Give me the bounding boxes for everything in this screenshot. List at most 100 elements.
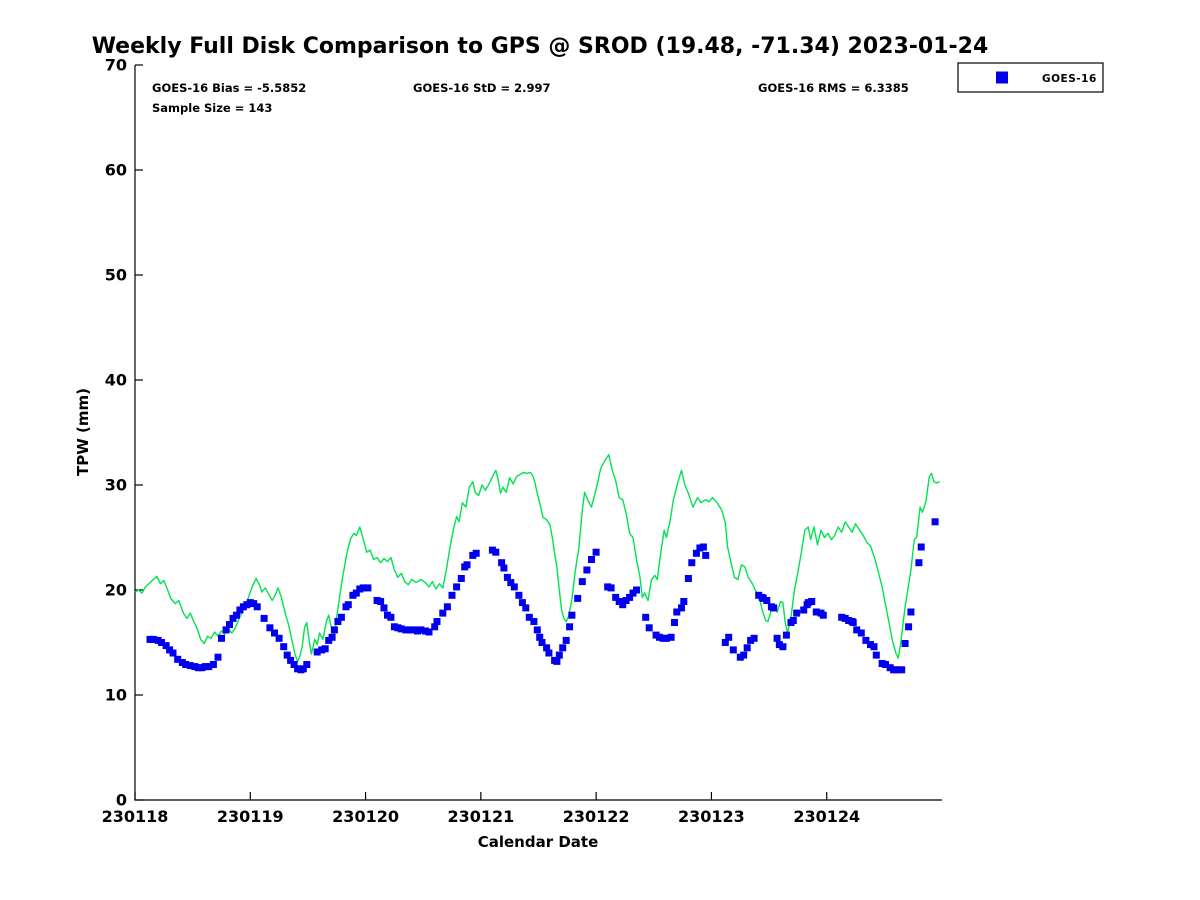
goes16-point xyxy=(882,661,889,668)
goes16-point xyxy=(721,639,729,646)
y-tick-label: 50 xyxy=(105,266,127,285)
goes16-point xyxy=(612,593,620,601)
goes16-point xyxy=(917,543,925,551)
y-axis-label: TPW (mm) xyxy=(74,388,92,476)
goes16-point xyxy=(518,599,526,607)
goes16-point xyxy=(380,604,388,612)
x-tick-label: 230121 xyxy=(447,807,514,826)
goes16-point xyxy=(186,662,194,670)
stat-rms: GOES-16 RMS = 6.3385 xyxy=(758,81,909,95)
x-tick-label: 230118 xyxy=(102,807,169,826)
goes16-point xyxy=(266,624,274,632)
goes16-point xyxy=(553,657,561,665)
goes16-point xyxy=(498,559,506,567)
goes16-point xyxy=(893,666,901,674)
goes16-point xyxy=(280,643,288,651)
goes16-point xyxy=(740,651,748,659)
x-axis-ticks: 230118 230119 230120 230121 230122 230123 2301… xyxy=(102,792,860,826)
goes16-point xyxy=(684,575,692,582)
goes16-point xyxy=(729,646,737,654)
goes16-point xyxy=(671,619,678,626)
goes16-point xyxy=(743,644,751,652)
goes16-point xyxy=(725,633,733,641)
goes16-point xyxy=(645,624,653,632)
goes16-point xyxy=(568,611,576,619)
goes16-point xyxy=(688,559,696,567)
goes16-point xyxy=(849,619,857,626)
goes16-point xyxy=(328,633,336,641)
y-tick-label: 0 xyxy=(116,791,127,810)
goes16-point xyxy=(905,623,913,631)
stat-std: GOES-16 StD = 2.997 xyxy=(413,81,550,95)
goes16-point xyxy=(808,598,816,605)
goes16-point xyxy=(507,579,515,587)
y-tick-label: 30 xyxy=(105,476,127,495)
goes16-point xyxy=(492,548,500,556)
goes16-point xyxy=(337,613,345,621)
goes16-point xyxy=(779,643,787,651)
goes16-point xyxy=(364,584,372,592)
goes16-point xyxy=(303,661,311,668)
goes16-point xyxy=(773,634,781,642)
y-tick-label: 40 xyxy=(105,371,127,390)
goes16-point xyxy=(405,626,413,634)
goes16-point xyxy=(352,589,360,597)
goes16-point xyxy=(287,656,295,664)
goes16-point xyxy=(359,584,367,592)
goes16-point xyxy=(898,666,906,674)
goes16-point xyxy=(538,639,546,646)
gps-line-series xyxy=(134,453,940,663)
goes16-point xyxy=(214,653,222,661)
goes16-point xyxy=(453,583,461,591)
x-tick-label: 230122 xyxy=(563,807,630,826)
goes16-point xyxy=(397,625,405,633)
goes16-point xyxy=(793,609,801,617)
goes16-point xyxy=(870,643,878,651)
goes16-point xyxy=(530,618,538,625)
goes16-point xyxy=(271,629,278,637)
goes16-point xyxy=(525,613,533,621)
goes16-point xyxy=(500,564,508,572)
goes16-point xyxy=(439,609,447,617)
goes16-point xyxy=(510,583,518,591)
goes16-scatter-series xyxy=(146,518,939,674)
goes16-point xyxy=(663,634,670,642)
y-tick-label: 10 xyxy=(105,686,127,705)
goes16-point xyxy=(290,661,298,668)
goes16-point xyxy=(321,645,329,653)
goes16-point xyxy=(915,559,923,567)
goes16-point xyxy=(275,634,283,642)
x-tick-label: 230123 xyxy=(678,807,745,826)
legend-goes16-marker-icon xyxy=(996,71,1008,84)
goes16-point xyxy=(313,648,321,656)
gps-line xyxy=(134,453,940,663)
y-axis-ticks: 0 10 20 30 40 50 60 70 xyxy=(105,56,143,810)
legend-box xyxy=(957,62,1104,93)
goes16-point xyxy=(158,639,165,646)
x-tick-label: 230124 xyxy=(793,807,860,826)
goes16-point xyxy=(819,611,827,619)
stat-bias: GOES-16 Bias = -5.5852 xyxy=(152,81,306,95)
goes16-point xyxy=(583,566,591,574)
goes16-point xyxy=(931,518,939,526)
goes16-point xyxy=(433,618,441,625)
goes16-point xyxy=(169,649,177,657)
goes16-point xyxy=(566,623,574,631)
goes16-point xyxy=(812,608,820,616)
goes16-point xyxy=(667,633,675,641)
x-axis-label: Calendar Date xyxy=(478,833,599,851)
goes16-point xyxy=(562,636,570,644)
goes16-point xyxy=(522,604,530,612)
goes16-point xyxy=(417,626,425,634)
goes16-point xyxy=(344,601,352,609)
goes16-point xyxy=(387,613,395,621)
goes16-point xyxy=(642,613,650,621)
goes16-point xyxy=(853,626,861,634)
goes16-point xyxy=(162,642,170,650)
goes16-point xyxy=(545,649,553,657)
goes16-point xyxy=(559,644,567,652)
goes16-point xyxy=(633,586,640,594)
goes16-point xyxy=(515,591,523,599)
